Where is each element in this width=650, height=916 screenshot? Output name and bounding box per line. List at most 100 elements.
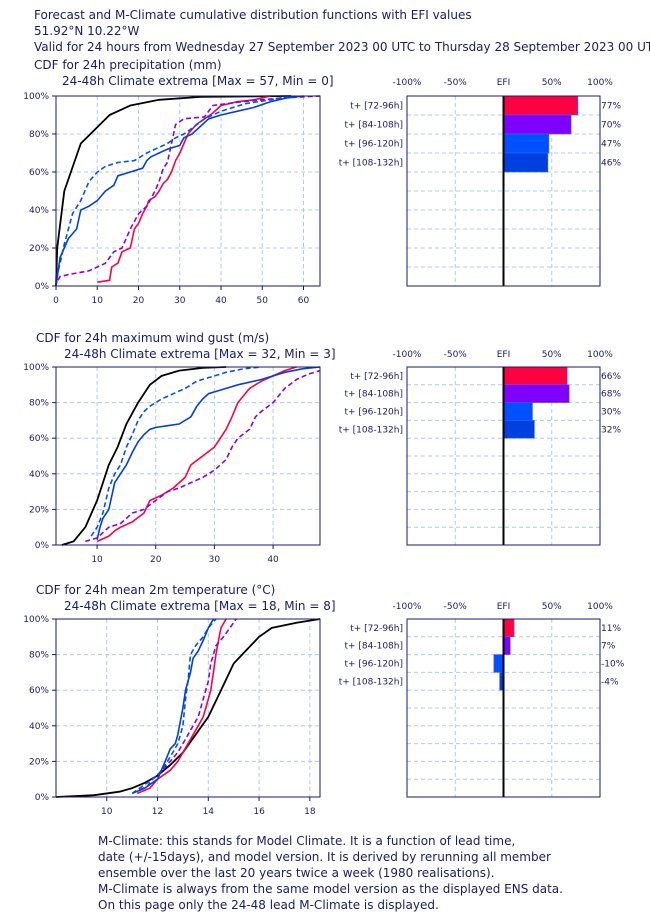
y-tick-label: 60%	[29, 434, 49, 444]
footer-line-3: ensemble over the last 20 years twice a …	[98, 866, 495, 880]
chart-subtitle-precip: 24-48h Climate extrema [Max = 57, Min = …	[62, 74, 334, 88]
cdf-frame	[55, 366, 321, 546]
header-title: Forecast and M-Climate cumulative distri…	[34, 8, 472, 22]
y-tick-label: 0%	[35, 541, 50, 551]
cdf-line-t84-108h	[85, 369, 321, 543]
x-tick-label: 30	[209, 555, 221, 565]
chart-title-precip: CDF for 24h precipitation (mm)	[34, 58, 222, 72]
efi-bar-t108-132h	[503, 152, 549, 173]
y-tick-label: 40%	[29, 206, 49, 216]
efi-axis-label: 50%	[542, 78, 562, 88]
x-tick-label: 20	[133, 296, 145, 306]
cdf-line-t108-132h	[55, 95, 304, 287]
efi-value-label: 68%	[601, 390, 621, 400]
footer-line-2: date (+/-15days), and model version. It …	[98, 850, 551, 864]
efi-axis-label: EFI	[497, 602, 511, 612]
cdf-line-t72-96h	[136, 618, 227, 795]
efi-value-label: -4%	[601, 677, 619, 687]
efi-frame	[406, 618, 601, 798]
efi-axis-label: -100%	[393, 78, 422, 88]
efi-bar-t96-120h	[503, 402, 533, 421]
efi-row-label: t+ [108-132h]	[339, 159, 403, 169]
efi-bar-t84-108h	[503, 636, 511, 655]
cdf-line-t96-120h	[90, 366, 262, 537]
cdf-line-t84-108h	[57, 95, 321, 281]
efi-axis-label: -100%	[393, 602, 422, 612]
footer-line-5: On this page only the 24-48 lead M-Clima…	[98, 898, 439, 912]
efi-bar-t72-96h	[503, 618, 515, 638]
efi-value-label: 11%	[601, 624, 621, 634]
efi-axis-label: -50%	[444, 350, 468, 360]
efi-bar-t72-96h	[503, 95, 579, 116]
efi-row-label: t+ [84-108h]	[344, 121, 403, 131]
efi-value-label: 7%	[601, 642, 616, 652]
footer-line-4: M-Climate is always from the same model …	[98, 882, 563, 896]
efi-bar-t84-108h	[503, 114, 572, 135]
efi-value-label: 30%	[601, 408, 621, 418]
efi-axis-label: 100%	[587, 602, 613, 612]
efi-value-label: 46%	[601, 159, 621, 169]
y-tick-label: 0%	[35, 793, 50, 803]
y-tick-label: 20%	[29, 244, 49, 254]
y-tick-label: 40%	[29, 722, 49, 732]
x-tick-label: 50	[257, 296, 269, 306]
efi-bar-t108-132h	[503, 420, 535, 439]
x-tick-label: 0	[53, 296, 59, 306]
y-tick-label: 60%	[29, 686, 49, 696]
efi-value-label: -10%	[601, 660, 625, 670]
chart-subtitle-temp: 24-48h Climate extrema [Max = 18, Min = …	[64, 599, 336, 613]
x-tick-label: 30	[174, 296, 186, 306]
x-tick-label: 18	[304, 807, 316, 817]
efi-frame	[406, 95, 601, 287]
efi-axis-label: -50%	[444, 602, 468, 612]
efi-row-label: t+ [72-96h]	[350, 372, 403, 382]
x-tick-label: 10	[101, 807, 113, 817]
x-tick-label: 16	[253, 807, 265, 817]
cdf-frame	[55, 95, 321, 287]
efi-row-label: t+ [96-120h]	[344, 408, 403, 418]
efi-bar-t96-120h	[503, 133, 550, 154]
x-tick-label: 40	[215, 296, 227, 306]
x-tick-label: 20	[150, 555, 162, 565]
efi-frame	[406, 366, 601, 546]
efi-value-label: 47%	[601, 140, 621, 150]
x-tick-label: 40	[267, 555, 279, 565]
efi-row-label: t+ [72-96h]	[350, 624, 403, 634]
efi-row-label: t+ [72-96h]	[350, 102, 403, 112]
x-tick-label: 14	[203, 807, 215, 817]
efi-row-label: t+ [96-120h]	[344, 660, 403, 670]
chart-title-wind: CDF for 24h maximum wind gust (m/s)	[36, 331, 270, 345]
efi-row-label: t+ [96-120h]	[344, 140, 403, 150]
efi-axis-label: -50%	[444, 78, 468, 88]
cdf-line-t72-96h	[97, 95, 271, 283]
header-validity: Valid for 24 hours from Wednesday 27 Sep…	[34, 40, 650, 54]
cdf-line-climate	[61, 366, 227, 546]
y-tick-label: 80%	[29, 651, 49, 661]
y-tick-label: 100%	[23, 615, 49, 625]
efi-value-label: 77%	[601, 102, 621, 112]
efi-axis-label: 100%	[587, 78, 613, 88]
cdf-line-t96-120h	[55, 95, 292, 287]
efi-row-label: t+ [84-108h]	[344, 390, 403, 400]
cdf-line-climate	[55, 95, 292, 287]
x-tick-label: 10	[91, 555, 103, 565]
efi-axis-label: 50%	[542, 602, 562, 612]
efi-value-label: 66%	[601, 372, 621, 382]
efi-axis-label: -100%	[393, 350, 422, 360]
y-tick-label: 60%	[29, 168, 49, 178]
y-tick-label: 20%	[29, 505, 49, 515]
y-tick-label: 100%	[23, 363, 49, 373]
y-tick-label: 80%	[29, 130, 49, 140]
efi-axis-label: EFI	[497, 78, 511, 88]
y-tick-label: 100%	[23, 92, 49, 102]
efi-axis-label: 50%	[542, 350, 562, 360]
efi-bar-t96-120h	[493, 654, 504, 673]
cdf-line-t108-132h	[131, 618, 215, 795]
efi-bar-t72-96h	[503, 366, 568, 386]
x-tick-label: 60	[298, 296, 310, 306]
efi-value-label: 70%	[601, 121, 621, 131]
y-tick-label: 40%	[29, 470, 49, 480]
efi-value-label: 32%	[601, 425, 621, 435]
y-tick-label: 20%	[29, 757, 49, 767]
